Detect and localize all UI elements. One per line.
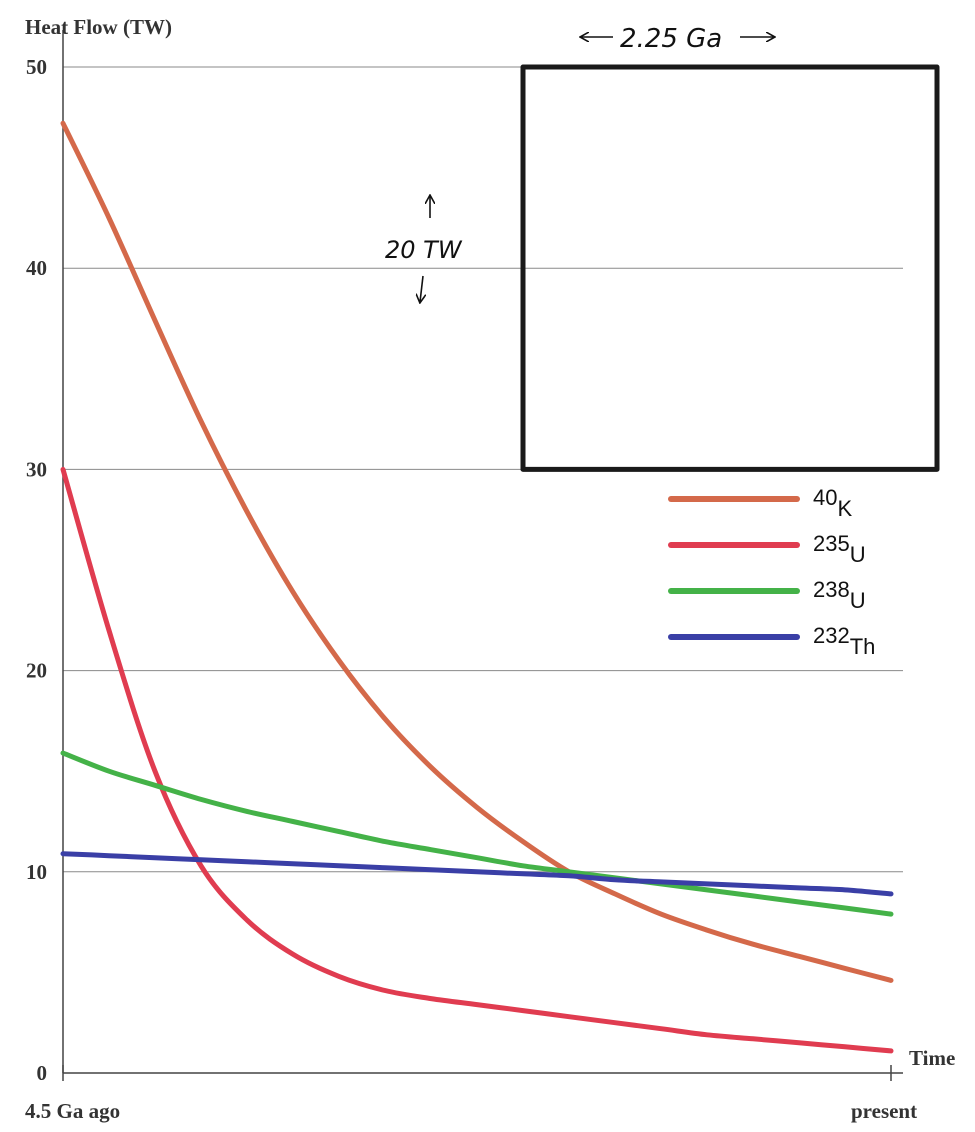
legend-label-232Th: 232Th xyxy=(813,623,875,659)
series-line-232Th xyxy=(60,851,894,897)
y-tick-label-0: 0 xyxy=(37,1061,48,1085)
scale-box-rect xyxy=(520,64,940,472)
series-line-235U xyxy=(60,466,894,1054)
x-axis-title: Time xyxy=(909,1046,955,1070)
series-lines xyxy=(60,120,894,1054)
y-tick-labels: 0 10 20 30 40 50 xyxy=(26,55,47,1085)
y-tick-label-20: 20 xyxy=(26,659,47,683)
y-tick-label-10: 10 xyxy=(26,860,47,884)
legend-label-235U: 235U xyxy=(813,531,866,567)
axes xyxy=(62,30,903,1081)
legend-label-40K: 40K xyxy=(813,485,852,521)
legend-label-238U: 238U xyxy=(813,577,866,613)
box-width-annotation: 2.25 Ga xyxy=(620,24,722,54)
series-line-40K xyxy=(60,120,894,983)
y-axis-title: Heat Flow (TW) xyxy=(25,15,172,39)
scale-box xyxy=(520,64,940,472)
x-tick-label-end: present xyxy=(851,1099,917,1123)
y-tick-label-30: 30 xyxy=(26,457,47,481)
y-tick-label-50: 50 xyxy=(26,55,47,79)
gridlines xyxy=(63,66,903,873)
box-height-arrow-down xyxy=(420,275,423,302)
series-line-238U xyxy=(60,750,894,917)
y-tick-label-40: 40 xyxy=(26,256,47,280)
legend: 40K 235U 238U 232Th xyxy=(668,485,875,659)
x-tick-label-start: 4.5 Ga ago xyxy=(25,1099,120,1123)
box-height-annotation: 20 TW xyxy=(385,236,463,264)
